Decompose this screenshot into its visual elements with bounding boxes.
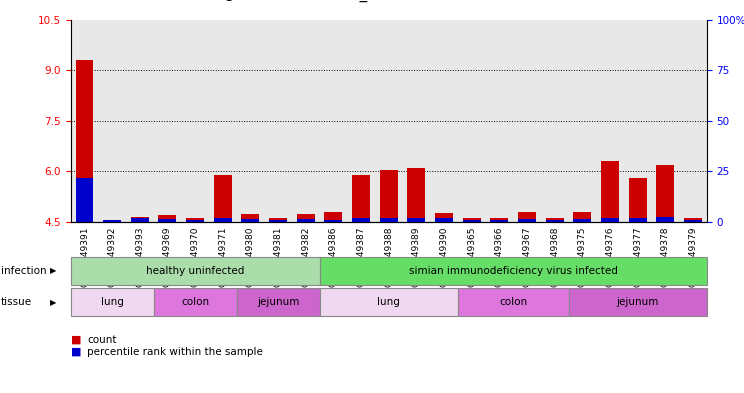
Bar xyxy=(186,218,204,222)
Bar xyxy=(574,219,591,222)
Bar xyxy=(408,168,426,222)
Bar xyxy=(126,20,154,222)
Text: lung: lung xyxy=(377,297,400,307)
Bar xyxy=(269,218,287,222)
Bar xyxy=(568,20,596,222)
Bar xyxy=(98,20,126,222)
Bar xyxy=(545,218,564,222)
Bar xyxy=(76,178,94,222)
Bar xyxy=(297,219,315,222)
Bar xyxy=(182,20,209,222)
Bar xyxy=(601,218,619,222)
Bar xyxy=(463,220,481,222)
Bar xyxy=(430,20,458,222)
Bar xyxy=(269,220,287,222)
Bar xyxy=(574,212,591,222)
Bar xyxy=(541,20,568,222)
Bar xyxy=(324,212,342,222)
Bar xyxy=(684,220,702,222)
Text: GDS4993 / MmugDNA.18230.1.S1_at: GDS4993 / MmugDNA.18230.1.S1_at xyxy=(100,0,383,2)
Bar xyxy=(623,20,652,222)
Bar xyxy=(518,219,536,222)
Text: ■: ■ xyxy=(71,335,81,345)
Text: healthy uninfected: healthy uninfected xyxy=(146,266,244,276)
Bar xyxy=(154,20,182,222)
Text: tissue: tissue xyxy=(1,297,32,307)
Bar xyxy=(601,162,619,222)
Bar xyxy=(458,20,486,222)
Bar xyxy=(518,212,536,222)
Bar xyxy=(463,218,481,222)
Bar xyxy=(186,220,204,222)
Text: colon: colon xyxy=(181,297,209,307)
Bar xyxy=(242,219,260,222)
Bar xyxy=(71,20,98,222)
Text: infection: infection xyxy=(1,266,46,276)
Text: simian immunodeficiency virus infected: simian immunodeficiency virus infected xyxy=(408,266,618,276)
Bar xyxy=(264,20,292,222)
Bar xyxy=(490,220,508,222)
Bar xyxy=(629,218,647,222)
Bar xyxy=(158,219,176,222)
Bar xyxy=(403,20,430,222)
Bar xyxy=(656,217,674,222)
Bar xyxy=(545,220,564,222)
Bar xyxy=(209,20,237,222)
Bar xyxy=(379,170,398,222)
Bar xyxy=(375,20,403,222)
Bar xyxy=(652,20,679,222)
Bar xyxy=(320,20,347,222)
Text: percentile rank within the sample: percentile rank within the sample xyxy=(87,347,263,357)
Bar xyxy=(490,218,508,222)
Bar xyxy=(237,20,264,222)
Text: jejunum: jejunum xyxy=(257,297,299,307)
Bar xyxy=(324,220,342,222)
Text: colon: colon xyxy=(499,297,527,307)
Bar xyxy=(684,218,702,222)
Bar xyxy=(656,165,674,222)
Text: count: count xyxy=(87,335,117,345)
Bar xyxy=(347,20,375,222)
Bar xyxy=(242,214,260,222)
Bar xyxy=(131,218,149,222)
Bar xyxy=(513,20,541,222)
Bar xyxy=(629,178,647,222)
Bar xyxy=(352,218,370,222)
Bar xyxy=(292,20,320,222)
Text: ■: ■ xyxy=(71,347,81,357)
Text: lung: lung xyxy=(100,297,124,307)
Bar xyxy=(214,175,232,222)
Text: ▶: ▶ xyxy=(51,266,57,275)
Bar xyxy=(76,60,94,222)
Bar xyxy=(408,218,426,222)
Text: jejunum: jejunum xyxy=(617,297,659,307)
Bar xyxy=(297,214,315,222)
Bar xyxy=(435,213,453,222)
Text: ▶: ▶ xyxy=(51,298,57,307)
Bar xyxy=(103,220,121,222)
Bar xyxy=(679,20,707,222)
Bar xyxy=(352,175,370,222)
Bar xyxy=(158,215,176,222)
Bar xyxy=(596,20,623,222)
Bar xyxy=(486,20,513,222)
Bar xyxy=(103,220,121,222)
Bar xyxy=(131,217,149,222)
Bar xyxy=(435,218,453,222)
Bar xyxy=(214,218,232,222)
Bar xyxy=(379,218,398,222)
